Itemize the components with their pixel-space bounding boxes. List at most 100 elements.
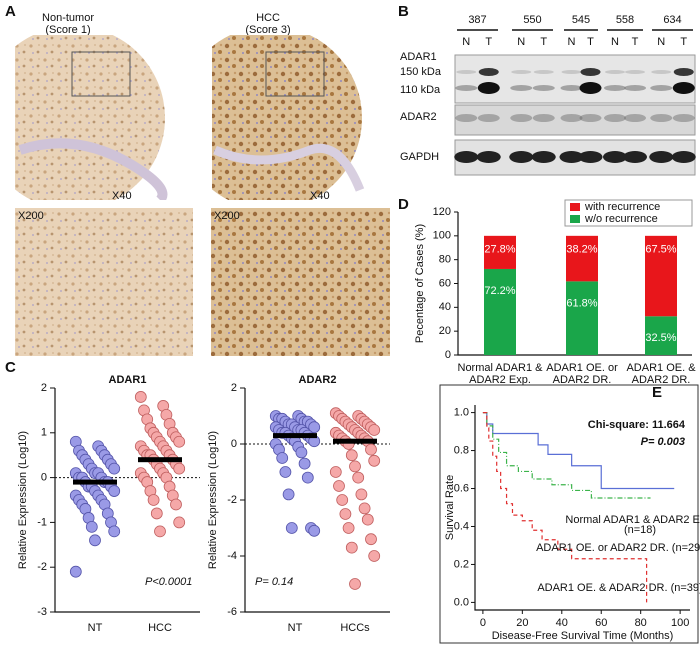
row-label: 110 kDa bbox=[400, 84, 441, 96]
y-tick-label: 120 bbox=[433, 206, 451, 218]
x-tick-label: 20 bbox=[516, 617, 528, 629]
panel-label: C bbox=[5, 359, 16, 376]
dot bbox=[355, 488, 368, 501]
dot bbox=[89, 534, 101, 547]
chart-title: ADAR2 bbox=[299, 374, 337, 386]
dot bbox=[365, 443, 377, 456]
blot bbox=[454, 104, 696, 136]
band bbox=[579, 82, 602, 94]
lane-label: N bbox=[568, 36, 576, 48]
dot bbox=[368, 424, 381, 436]
y-tick-label: 1 bbox=[41, 427, 47, 439]
dot bbox=[308, 421, 321, 434]
magnification: X200 bbox=[18, 210, 44, 222]
bar-segment bbox=[484, 235, 516, 269]
y-tick-label: 0 bbox=[231, 438, 237, 450]
band bbox=[625, 70, 645, 74]
x-tick-label: 100 bbox=[671, 617, 689, 629]
y-tick-label: -6 bbox=[227, 606, 237, 618]
y-tick-label: 0.4 bbox=[454, 520, 469, 532]
band bbox=[650, 85, 673, 91]
band bbox=[650, 114, 673, 122]
dot bbox=[173, 435, 186, 448]
mean-bar bbox=[273, 433, 317, 439]
band bbox=[603, 151, 627, 163]
band bbox=[454, 151, 479, 163]
dot bbox=[276, 452, 289, 464]
row-label: ADAR2 bbox=[400, 111, 437, 123]
band bbox=[649, 151, 674, 163]
y-tick-label: -2 bbox=[37, 561, 47, 573]
band bbox=[476, 151, 501, 163]
panel-label: B bbox=[398, 3, 409, 20]
bar-segment bbox=[484, 268, 516, 355]
dot bbox=[336, 494, 349, 506]
y-tick-label: 2 bbox=[41, 382, 47, 394]
x-axis-label: Disease-Free Survival Time (Months) bbox=[492, 630, 674, 642]
dot bbox=[285, 522, 298, 534]
dot bbox=[345, 541, 358, 554]
axis bbox=[474, 405, 690, 611]
curve-label: Normal ADAR1 & ADAR2 Exp. bbox=[565, 514, 700, 526]
value-label: 72.2% bbox=[484, 285, 515, 297]
dot bbox=[339, 508, 352, 520]
value-label: 67.5% bbox=[645, 244, 676, 256]
band bbox=[560, 85, 583, 91]
legend bbox=[564, 199, 693, 227]
bands bbox=[454, 68, 696, 163]
band bbox=[532, 85, 555, 91]
mean-bar bbox=[73, 479, 117, 485]
row-label: 150 kDa bbox=[400, 66, 442, 78]
x-tick-label: ADAR1 OE. or bbox=[546, 362, 618, 374]
dot bbox=[134, 391, 147, 403]
legend-label: with recurrence bbox=[584, 201, 660, 213]
sample-label: 634 bbox=[663, 14, 681, 26]
y-tick-label: 100 bbox=[433, 230, 451, 242]
x-tick-label: NT bbox=[88, 622, 103, 634]
curve-label: ADAR1 OE. or ADAR2 DR. (n=29) bbox=[536, 542, 700, 554]
dot bbox=[329, 466, 342, 478]
dot bbox=[173, 516, 186, 529]
band bbox=[509, 151, 534, 163]
dot bbox=[365, 533, 377, 546]
legend-label: w/o recurrence bbox=[584, 213, 658, 225]
tissue-image bbox=[15, 208, 193, 356]
dot bbox=[308, 524, 321, 537]
band bbox=[561, 70, 582, 74]
dot bbox=[301, 471, 314, 484]
lane-label: N bbox=[462, 36, 470, 48]
mean-bar bbox=[138, 457, 182, 463]
y-tick-label: -1 bbox=[37, 516, 47, 528]
value-label: 27.8% bbox=[484, 244, 515, 256]
y-tick-label: 60 bbox=[439, 277, 451, 289]
dot bbox=[170, 498, 182, 511]
x-tick-label: 0 bbox=[480, 617, 486, 629]
blot bbox=[454, 54, 696, 104]
dot bbox=[361, 513, 374, 526]
band bbox=[623, 151, 647, 163]
tissue-image bbox=[212, 35, 390, 200]
band bbox=[455, 85, 478, 91]
band bbox=[510, 85, 533, 91]
y-tick-label: 40 bbox=[439, 301, 451, 313]
sample-label: 387 bbox=[468, 14, 486, 26]
lane-label: N bbox=[611, 36, 619, 48]
row-label: ADAR1 bbox=[400, 51, 437, 63]
band bbox=[672, 82, 695, 94]
y-axis-label: Pecentage of Cases (%) bbox=[414, 224, 426, 343]
dot bbox=[173, 462, 186, 475]
sample-label: 545 bbox=[572, 14, 590, 26]
band bbox=[511, 70, 532, 74]
x-tick-label: ADAR2 Exp. bbox=[469, 374, 531, 386]
lane-label: N bbox=[657, 36, 665, 48]
x-tick-label: Normal ADAR1 & bbox=[458, 362, 544, 374]
dot bbox=[147, 494, 160, 506]
bar-segment bbox=[645, 235, 677, 317]
annotation: P<0.0001 bbox=[145, 576, 192, 588]
y-tick-label: 80 bbox=[439, 254, 451, 266]
y-tick-label: 0.0 bbox=[454, 596, 469, 608]
mean-bar bbox=[333, 438, 377, 444]
sample-label: 550 bbox=[523, 14, 541, 26]
dot bbox=[279, 466, 292, 478]
